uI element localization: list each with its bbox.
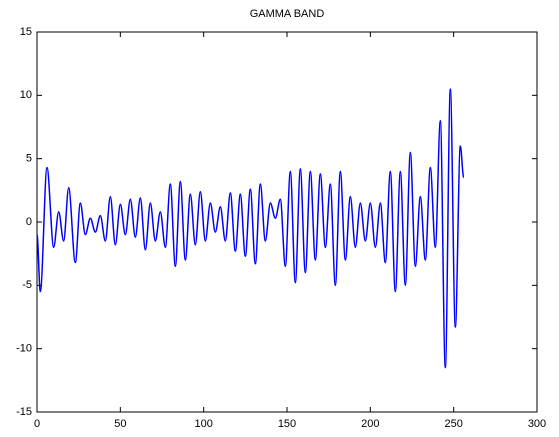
x-tick-label: 100: [194, 418, 212, 430]
y-tick-label: -10: [16, 343, 32, 355]
x-tick-label: 150: [278, 418, 296, 430]
data-line: [36, 88, 465, 369]
x-tick-label: 250: [444, 418, 462, 430]
x-tick-label: 0: [34, 418, 40, 430]
x-tick-label: 50: [114, 418, 126, 430]
x-tick-label: 200: [361, 418, 379, 430]
chart-title: GAMMA BAND: [250, 8, 325, 20]
y-tick-label: 10: [20, 89, 32, 101]
x-tick-label: 300: [528, 418, 546, 430]
y-tick-label: 0: [26, 216, 32, 228]
y-tick-label: -5: [22, 279, 32, 291]
y-tick-label: -15: [16, 406, 32, 418]
y-tick-label: 5: [26, 153, 32, 165]
y-tick-label: 15: [20, 26, 32, 38]
